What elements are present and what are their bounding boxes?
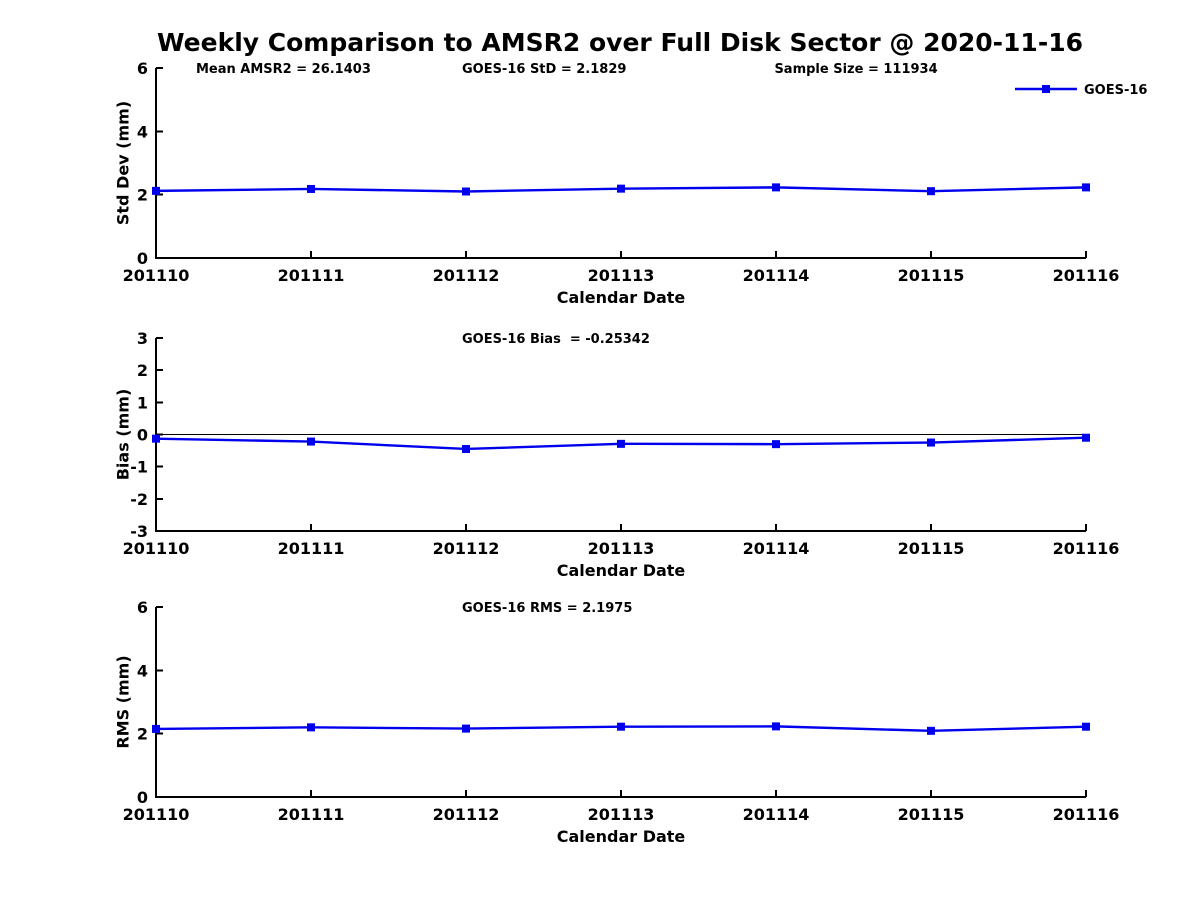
y-tick-label: 0 xyxy=(137,788,148,807)
x-tick-label: 201113 xyxy=(588,539,655,558)
subplot-bias: -3 -2 -1 0 1 2 3 201110 201111 201112 201113 201114… xyxy=(114,329,1120,580)
data-point-marker xyxy=(462,444,470,453)
x-tick-label: 201112 xyxy=(433,539,500,558)
y-axis-label: Bias (mm) xyxy=(114,389,133,481)
figure-title: Weekly Comparison to AMSR2 over Full Dis… xyxy=(156,28,1083,57)
x-axis-label: Calendar Date xyxy=(557,561,686,580)
data-point-marker xyxy=(617,184,625,193)
y-tick-label: 6 xyxy=(137,598,148,617)
x-tick-label: 201114 xyxy=(743,539,810,558)
y-tick-label: 0 xyxy=(137,249,148,268)
y-tick-label: 1 xyxy=(137,393,148,412)
x-tick-label: 201113 xyxy=(588,266,655,285)
data-point-marker xyxy=(772,183,780,192)
data-point-marker xyxy=(1082,433,1090,442)
legend-label: GOES-16 xyxy=(1084,83,1147,98)
y-tick-label: 6 xyxy=(137,59,148,78)
x-tick-label: 201116 xyxy=(1053,539,1120,558)
x-tick-label: 201115 xyxy=(898,539,965,558)
x-tick-label: 201112 xyxy=(433,805,500,824)
x-tick-label: 201116 xyxy=(1053,805,1120,824)
y-axis-label: Std Dev (mm) xyxy=(114,101,133,225)
y-tick-label: 4 xyxy=(137,122,148,141)
annotation-text: Mean AMSR2 = 26.1403 xyxy=(196,62,371,77)
data-point-marker xyxy=(617,439,625,448)
annotation-text: GOES-16 Bias = -0.25342 xyxy=(462,332,650,347)
data-point-marker xyxy=(152,186,160,195)
x-tick-label: 201111 xyxy=(278,266,345,285)
x-tick-label: 201115 xyxy=(898,266,965,285)
x-tick-label: 201110 xyxy=(123,266,190,285)
y-tick-label: 0 xyxy=(137,426,148,445)
data-point-marker xyxy=(927,187,935,196)
y-tick-label: 4 xyxy=(137,661,148,680)
y-tick-label: -1 xyxy=(130,458,148,477)
data-point-marker xyxy=(1082,183,1090,192)
x-tick-label: 201113 xyxy=(588,805,655,824)
y-tick-label: 2 xyxy=(137,186,148,205)
x-tick-label: 201111 xyxy=(278,539,345,558)
annotation-text: Sample Size = 111934 xyxy=(774,62,937,77)
subplot-rms: 0 2 4 6 201110 201111 201112 201113 201114 201115… xyxy=(114,598,1120,846)
annotation-text: GOES-16 StD = 2.1829 xyxy=(462,62,626,77)
y-axis-label: RMS (mm) xyxy=(114,655,133,748)
x-tick-label: 201111 xyxy=(278,805,345,824)
data-point-marker xyxy=(617,722,625,731)
data-point-marker xyxy=(772,440,780,449)
x-tick-label: 201116 xyxy=(1053,266,1120,285)
data-point-marker xyxy=(307,184,315,193)
data-point-marker xyxy=(462,724,470,733)
legend: GOES-16 xyxy=(1015,83,1147,98)
data-point-marker xyxy=(152,434,160,443)
x-tick-label: 201114 xyxy=(743,805,810,824)
x-tick-label: 201110 xyxy=(123,805,190,824)
data-point-marker xyxy=(772,722,780,731)
y-tick-label: -2 xyxy=(130,490,148,509)
data-point-marker xyxy=(462,187,470,196)
y-tick-label: 2 xyxy=(137,361,148,380)
legend-marker xyxy=(1042,85,1050,93)
data-point-marker xyxy=(1082,722,1090,731)
x-axis-label: Calendar Date xyxy=(557,288,686,307)
data-point-marker xyxy=(307,723,315,732)
data-point-marker xyxy=(927,726,935,735)
data-point-marker xyxy=(927,438,935,447)
x-tick-label: 201112 xyxy=(433,266,500,285)
data-point-marker xyxy=(307,437,315,446)
data-point-marker xyxy=(152,724,160,733)
y-tick-label: 3 xyxy=(137,329,148,348)
subplot-std-dev: 0 2 4 6 201110 201111 201112 201113 201114 201115… xyxy=(114,59,1148,307)
x-tick-label: 201114 xyxy=(743,266,810,285)
x-tick-label: 201115 xyxy=(898,805,965,824)
x-tick-label: 201110 xyxy=(123,539,190,558)
x-axis-label: Calendar Date xyxy=(557,827,686,846)
y-tick-label: -3 xyxy=(130,522,148,541)
annotation-text: GOES-16 RMS = 2.1975 xyxy=(462,601,632,616)
y-tick-label: 2 xyxy=(137,725,148,744)
